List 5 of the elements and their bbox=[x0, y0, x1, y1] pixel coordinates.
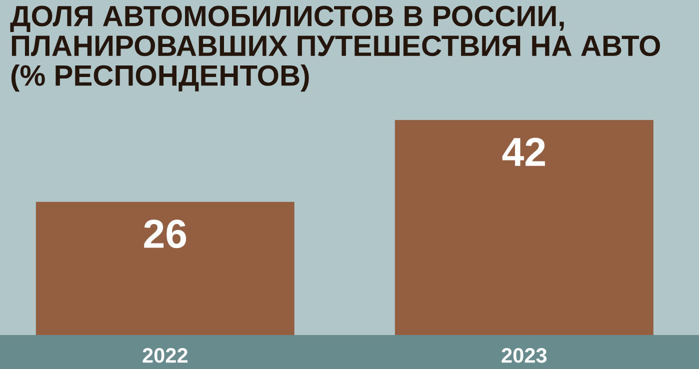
data-label: 42 bbox=[502, 138, 545, 166]
chart-title: ДОЛЯ АВТОМОБИЛИСТОВ В РОССИИ, ПЛАНИРОВАВШИХ ПУТЕШЕСТВИЯ НА АВТО (% РЕСПОНДЕНТОВ) bbox=[10, 6, 660, 92]
x-tick-label: 2022 bbox=[142, 348, 188, 363]
x-tick-label: 2023 bbox=[502, 348, 547, 363]
data-label: 26 bbox=[144, 220, 186, 248]
